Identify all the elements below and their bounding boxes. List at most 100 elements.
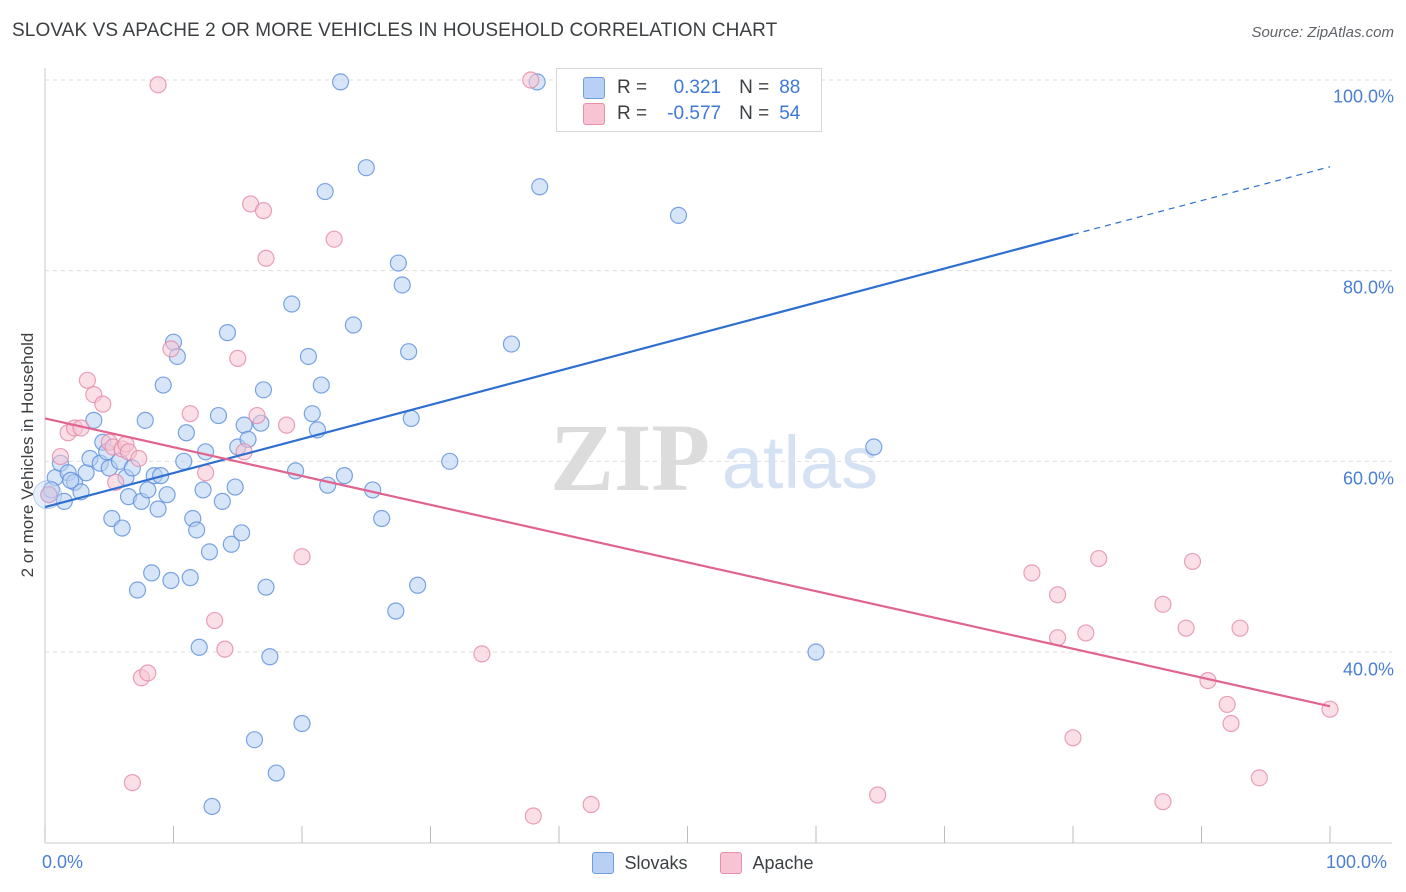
apache-point [1064, 729, 1082, 747]
apache-r-value: -0.577 [667, 103, 722, 124]
apache-point [1154, 595, 1172, 613]
apache-point [524, 807, 542, 825]
slovaks-trend-extension [1072, 166, 1331, 236]
y-tick-label: 60.0% [1342, 468, 1394, 489]
slovaks-point [194, 481, 212, 499]
r-label: R = [617, 103, 648, 124]
slovaks-point [158, 486, 176, 504]
watermark: ZIP atlas [550, 404, 878, 511]
apache-point [1154, 793, 1172, 811]
slovaks-point [254, 381, 273, 399]
n-label: N = [739, 103, 770, 124]
bottom-legend: Slovaks Apache [0, 852, 1406, 879]
slovaks-point [502, 335, 521, 353]
trend-lines [44, 166, 1331, 708]
slovaks-point [261, 648, 279, 666]
slovaks-point [303, 405, 321, 423]
slovaks-point [299, 347, 318, 366]
n-label: N = [739, 77, 770, 98]
x-tick-label: 0.0% [42, 852, 84, 872]
chart-title: SLOVAK VS APACHE 2 OR MORE VEHICLES IN H… [12, 20, 778, 41]
slovaks-point [203, 797, 221, 816]
slovaks-point [316, 182, 334, 201]
slovaks-point [33, 480, 63, 510]
slovaks-point [213, 492, 231, 510]
slovaks-point [267, 764, 285, 782]
stats-row-slovaks: R = 0.321 N = 88 [583, 75, 800, 101]
slovaks-point [197, 443, 215, 461]
apache-point [1321, 700, 1339, 718]
apache-point [248, 406, 266, 425]
slovaks-point [245, 731, 264, 749]
apache-point [162, 340, 180, 358]
apache-point [197, 464, 215, 482]
slovaks-swatch [583, 77, 605, 99]
apache-point [257, 249, 275, 267]
slovaks-point [807, 643, 825, 661]
slovaks-point [149, 500, 167, 518]
slovaks-point [283, 295, 301, 313]
stats-row-apache: R = -0.577 N = 54 [583, 101, 800, 127]
slovaks-point [181, 569, 199, 587]
y-tick-label: 80.0% [1342, 277, 1394, 298]
apache-point [582, 795, 600, 814]
slovaks-point [200, 543, 219, 561]
slovaks-point [293, 714, 311, 733]
slovaks-point [77, 464, 95, 482]
stats-legend: R = 0.321 N = 88 R = -0.577 N = 54 [556, 68, 822, 132]
slovaks-point [128, 581, 147, 599]
slovaks-point [188, 521, 206, 539]
slovaks-point [177, 424, 195, 442]
watermark-zip: ZIP [550, 404, 710, 511]
slovaks-point [233, 524, 251, 542]
apache-point [1218, 695, 1236, 714]
apache-point [139, 664, 157, 682]
points [33, 71, 1339, 825]
slovaks-point [136, 411, 154, 429]
apache-point [1177, 619, 1195, 637]
apache-point [216, 640, 234, 658]
y-tick-label: 40.0% [1342, 659, 1394, 680]
slovaks-point [190, 638, 208, 656]
slovaks-point [441, 452, 459, 470]
slovaks-point [344, 316, 362, 334]
apache-point [40, 486, 58, 504]
slovaks-point [62, 471, 80, 489]
slovaks-point [400, 343, 418, 361]
apache-point [1250, 769, 1268, 787]
slovaks-r-value: 0.321 [673, 77, 722, 98]
slovaks-point [409, 576, 427, 594]
apache-point [869, 786, 887, 804]
source-label: Source: ZipAtlas.com [1251, 24, 1394, 41]
apache-point [130, 449, 148, 468]
slovaks-point [139, 481, 157, 499]
slovaks-point [331, 73, 350, 91]
legend-swatch-apache [720, 852, 743, 874]
apache-point [1048, 586, 1067, 604]
apache-point [473, 645, 491, 663]
apache-point [123, 774, 141, 792]
apache-point [149, 76, 167, 94]
slovaks-point [389, 254, 407, 272]
slovaks-point [312, 376, 330, 394]
apache-point [522, 71, 540, 89]
legend-item-apache[interactable]: Apache [720, 852, 814, 874]
slovaks-point [387, 602, 405, 620]
r-label: R = [617, 77, 648, 98]
axes [44, 68, 1392, 844]
slovaks-point [218, 324, 237, 342]
slovaks-point [209, 406, 228, 425]
apache-point [229, 349, 247, 367]
apache-n-value: 54 [779, 103, 801, 124]
slovaks-point [669, 206, 688, 224]
apache-point [325, 230, 343, 248]
watermark-atlas: atlas [722, 421, 878, 504]
slovaks-n-value: 88 [779, 77, 801, 98]
slovaks-point [373, 509, 391, 528]
legend-item-slovaks[interactable]: Slovaks [592, 852, 687, 874]
slovaks-point [175, 452, 193, 470]
apache-point [254, 202, 273, 220]
slovaks-point [531, 178, 549, 196]
slovaks-point [226, 478, 244, 496]
